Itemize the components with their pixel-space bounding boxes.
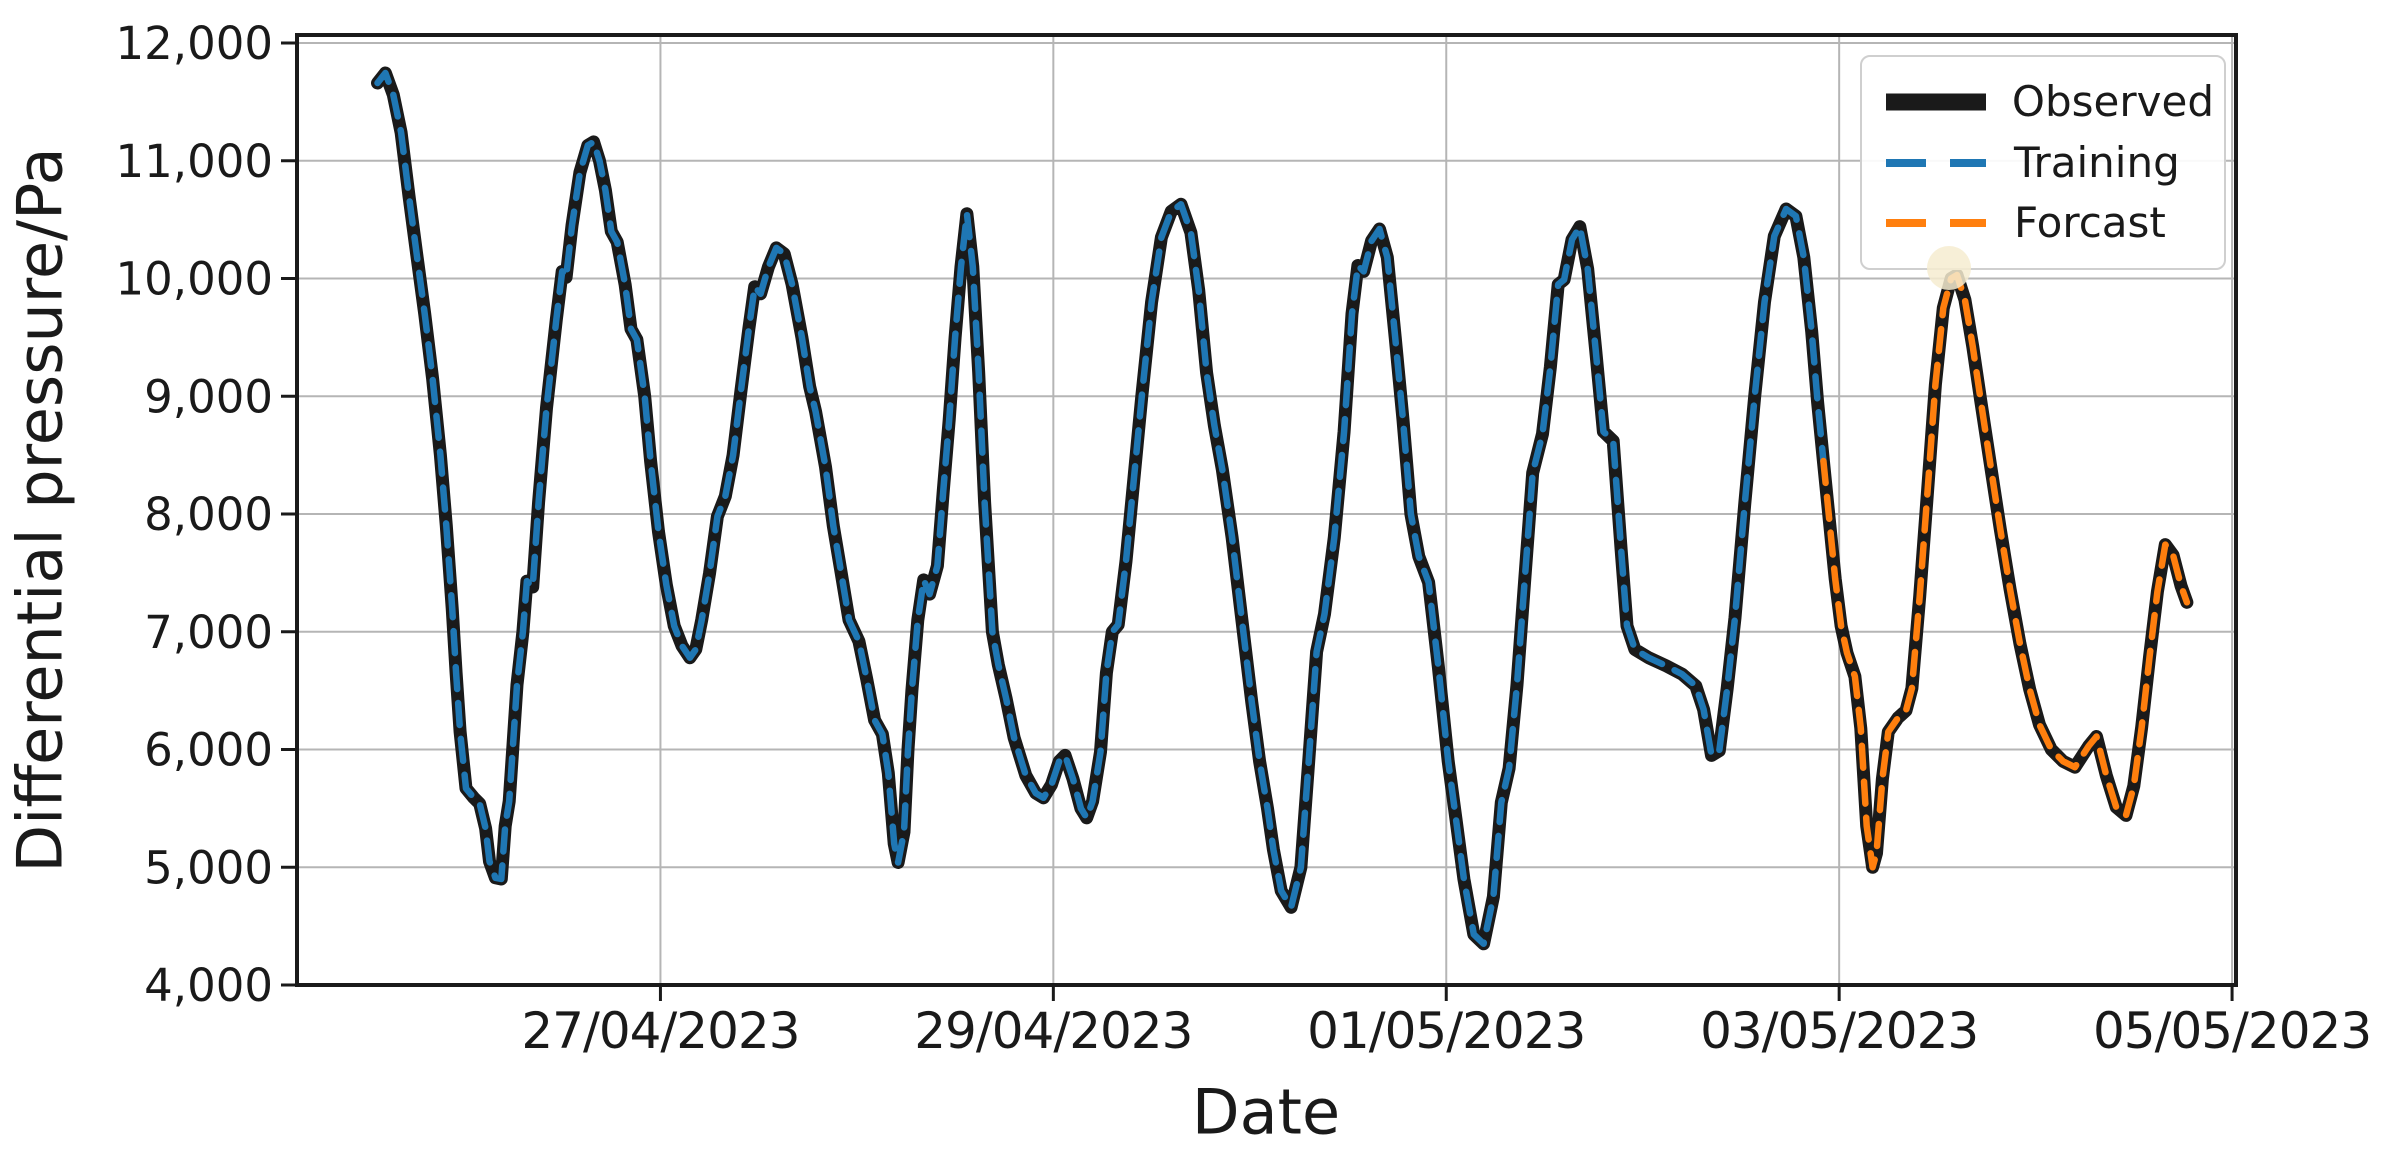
y-tick-label: 7,000 — [144, 606, 273, 659]
x-tick-label: 03/05/2023 — [1700, 1002, 1978, 1060]
forcast-swatch-icon — [1886, 218, 1986, 227]
x-tick-label: 27/04/2023 — [521, 1002, 799, 1060]
legend-item-observed: Observed — [1884, 81, 2214, 123]
legend-label-training: Training — [2014, 137, 2180, 187]
y-tick-label: 8,000 — [144, 488, 273, 541]
forecast-line — [1820, 271, 2191, 871]
y-tick-label: 11,000 — [116, 135, 273, 188]
x-tick-label: 05/05/2023 — [2093, 1002, 2371, 1060]
plot-border — [295, 33, 2238, 987]
y-tick-label: 10,000 — [116, 253, 273, 306]
y-tick-label: 4,000 — [144, 959, 273, 1012]
legend-label-forcast: Forcast — [2014, 197, 2166, 247]
observed-swatch-icon — [1886, 93, 1986, 111]
y-tick-label: 9,000 — [144, 370, 273, 423]
x-tick-label: 01/05/2023 — [1307, 1002, 1585, 1060]
x-axis-label: Date — [1191, 1075, 1341, 1149]
y-tick-label: 6,000 — [144, 724, 273, 777]
y-axis-label: Differential pressure/Pa — [3, 147, 77, 873]
y-tick-label: 12,000 — [116, 17, 273, 70]
legend-label-observed: Observed — [2011, 77, 2214, 127]
training-swatch-icon — [1886, 158, 1986, 167]
legend: Observed Training Forcast — [1860, 55, 2226, 270]
legend-item-forcast: Forcast — [1884, 197, 2214, 247]
training-line — [374, 69, 1827, 948]
x-tick-label: 29/04/2023 — [914, 1002, 1192, 1060]
y-tick-label: 5,000 — [144, 841, 273, 894]
legend-item-training: Training — [1884, 137, 2214, 187]
